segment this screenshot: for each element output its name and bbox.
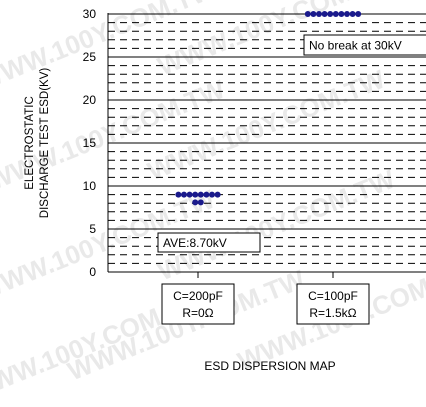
y-axis-title-line2: DISCHARGE TEST ESD(KV): [39, 68, 51, 219]
data-point: [316, 11, 322, 17]
category-label-line2: R=0Ω: [182, 306, 213, 320]
y-tick-label: 30: [83, 7, 97, 21]
data-point: [186, 191, 193, 198]
data-point: [181, 191, 187, 198]
data-point: [338, 11, 345, 17]
data-point: [203, 191, 210, 198]
y-tick-label: 5: [89, 222, 96, 236]
y-tick-label: 25: [83, 50, 97, 64]
data-point: [192, 199, 199, 206]
data-point: [321, 11, 328, 17]
y-tick-label: 10: [83, 179, 97, 193]
y-tick-label: 20: [83, 93, 97, 107]
label-layer: AVE:8.70kV No break at 30kV C=200pF R=0Ω C=1…: [24, 34, 426, 373]
average-annotation: AVE:8.70kV: [157, 232, 261, 253]
category-label-box: [161, 283, 235, 325]
axis-layer: 0 5 10 15 20 25 30: [83, 7, 426, 279]
y-tick-label: 0: [89, 265, 96, 279]
no-break-annotation-box: [303, 34, 426, 56]
category-label: C=100pF R=1.5kΩ: [296, 283, 370, 325]
data-point: [214, 191, 221, 198]
data-point: [327, 11, 334, 17]
data-point: [192, 191, 199, 198]
y-tick-label: 15: [83, 136, 97, 150]
data-point: [344, 11, 350, 17]
y-axis-title-line1: ELECTROSTATIC: [24, 96, 36, 190]
data-point: [197, 191, 204, 198]
esd-chart: 0 5 10 15 20 25 30 AVE:8.70kV No break at 30kV C…: [24, 7, 426, 373]
y-axis-title: ELECTROSTATIC DISCHARGE TEST ESD(KV): [24, 68, 51, 219]
data-point: [175, 191, 182, 198]
category-label-line1: C=100pF: [308, 289, 358, 303]
data-point: [332, 11, 339, 17]
grid-layer: [108, 13, 426, 264]
no-break-annotation-text: No break at 30kV: [309, 39, 402, 53]
average-annotation-box: [157, 232, 261, 253]
no-break-annotation: No break at 30kV: [303, 34, 426, 56]
data-point: [197, 199, 204, 206]
data-point: [310, 11, 317, 17]
x-axis-title: ESD DISPERSION MAP: [204, 359, 335, 373]
data-point: [355, 11, 362, 17]
data-points: [175, 11, 362, 206]
data-point: [209, 191, 215, 198]
data-point: [304, 11, 311, 17]
category-label-line1: C=200pF: [173, 289, 223, 303]
category-label-line2: R=1.5kΩ: [309, 306, 356, 320]
category-label-box: [296, 283, 370, 325]
average-annotation-text: AVE:8.70kV: [163, 236, 227, 250]
data-point: [349, 11, 356, 17]
category-label: C=200pF R=0Ω: [161, 283, 235, 325]
